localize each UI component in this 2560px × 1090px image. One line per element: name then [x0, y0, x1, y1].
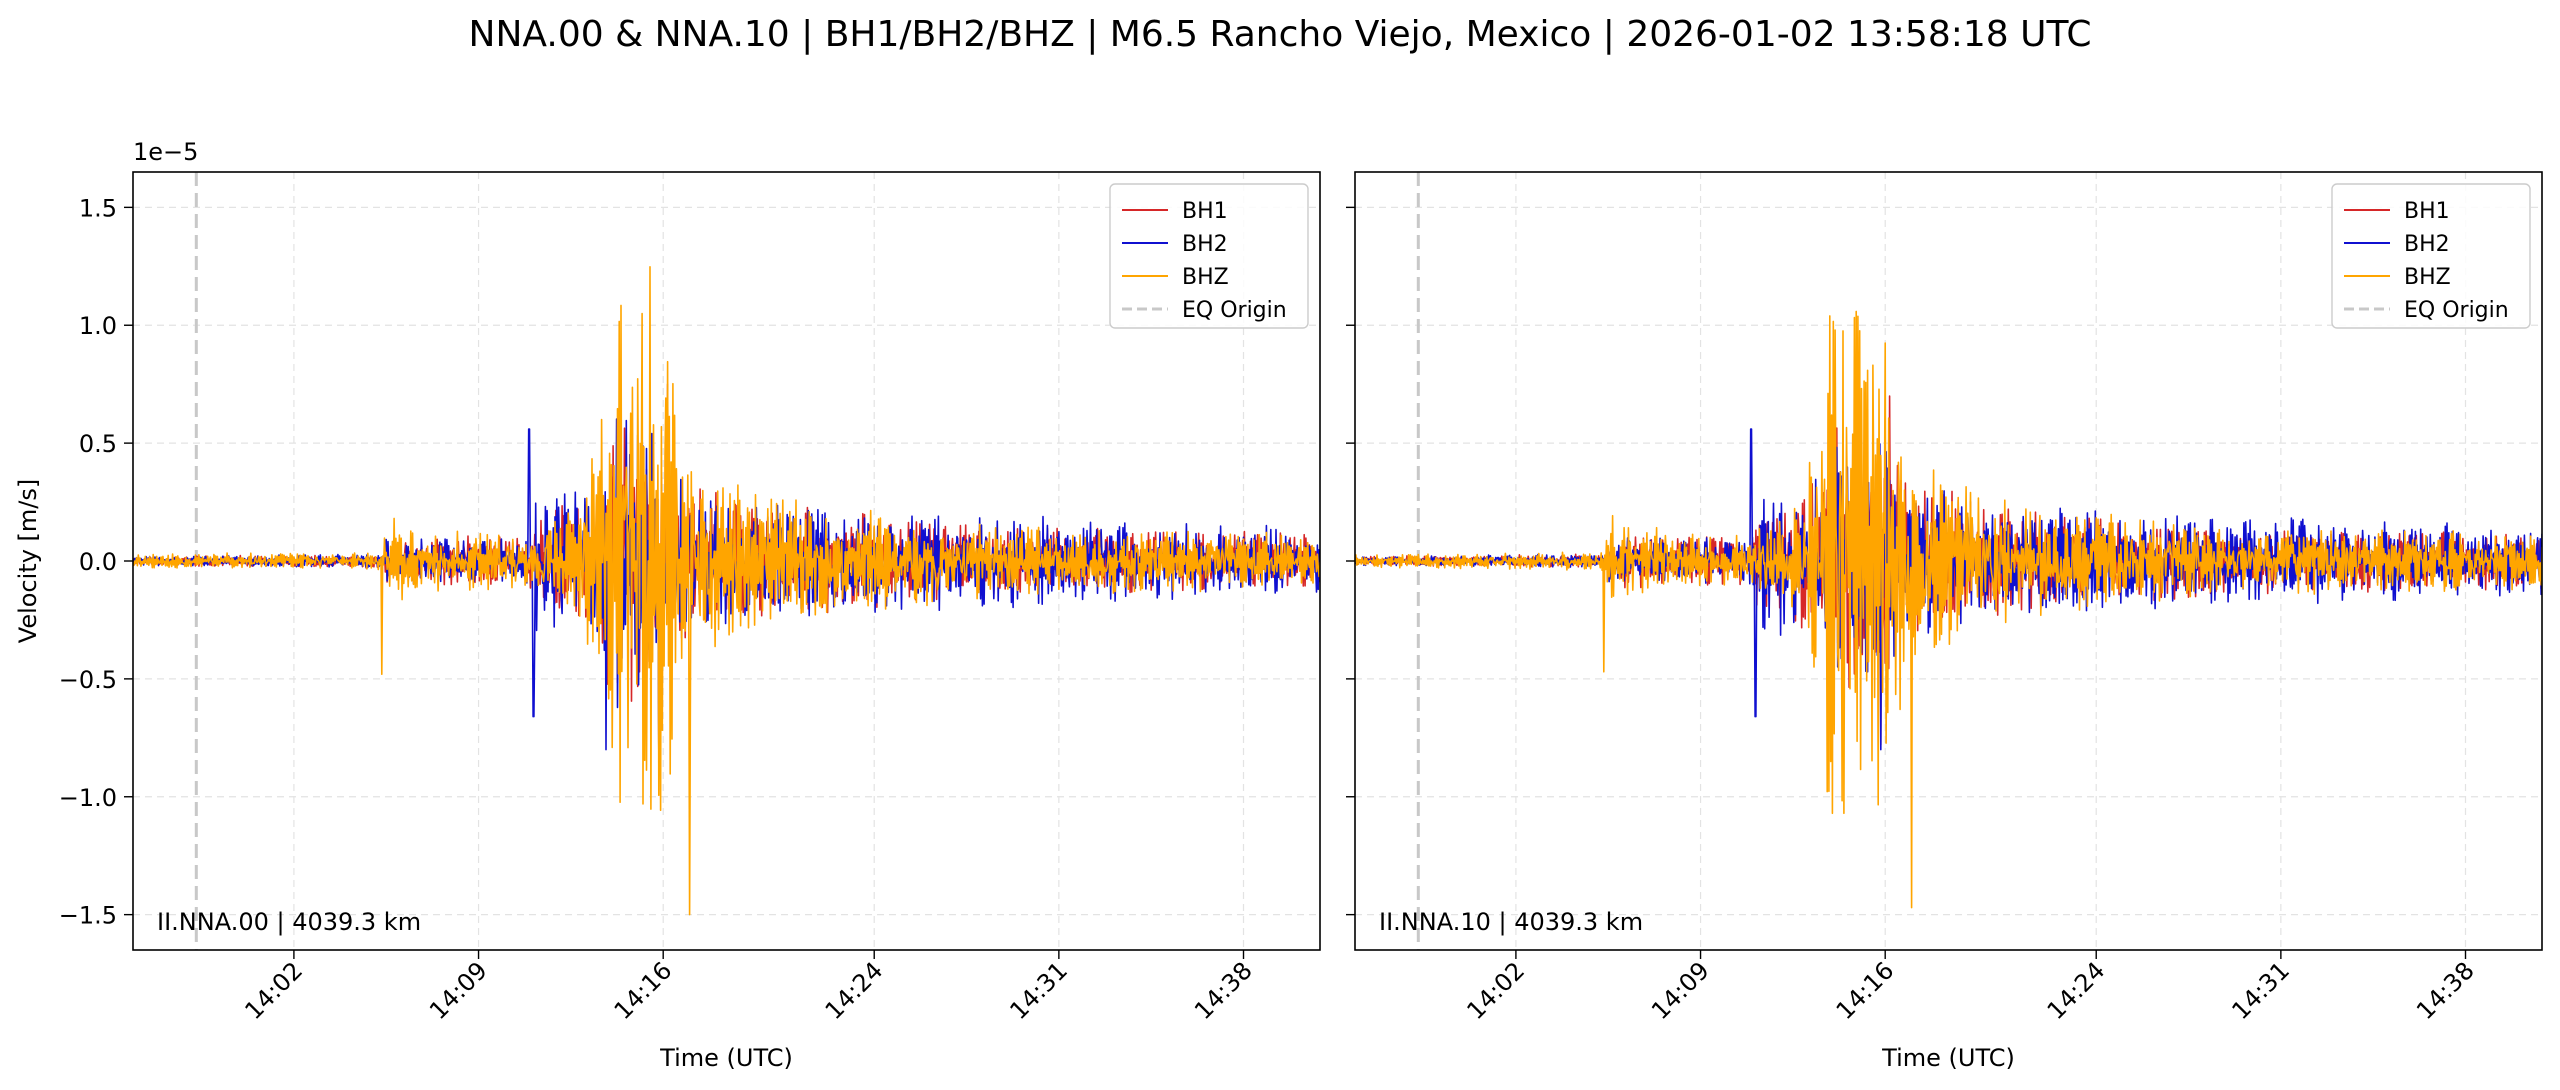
legend-entry: BHZ: [1182, 265, 1229, 290]
legend-entry: BH2: [1182, 232, 1228, 257]
x-tick-label: 14:38: [1189, 956, 1258, 1025]
y-tick-label: 1.0: [79, 312, 117, 340]
x-axis-label: Time (UTC): [1881, 1044, 2015, 1072]
y-tick-label: 0.5: [79, 430, 117, 458]
y-axis-label: Velocity [m/s]: [14, 479, 42, 643]
legend: BH1 BH2 BHZ EQ Origin: [2331, 183, 2531, 329]
y-tick-label: 1.5: [79, 194, 117, 222]
legend-box: [2331, 183, 2531, 329]
station-label: II.NNA.10 | 4039.3 km: [1379, 908, 1643, 936]
right-panel: 14:02 14:09 14:16 14:24 14:31 14:38 Time (UTC)…: [1346, 171, 2543, 1072]
legend-entry: BH1: [2404, 199, 2450, 224]
x-tick-label: 14:31: [2226, 956, 2295, 1025]
y-tick-label: −1.5: [59, 902, 117, 930]
x-tick-label: 14:02: [1461, 956, 1530, 1025]
figure-title: NNA.00 & NNA.10 | BH1/BH2/BHZ | M6.5 Ran…: [469, 14, 2092, 55]
x-tick-label: 14:16: [609, 956, 678, 1025]
y-tick-label: −1.0: [59, 784, 117, 812]
legend-box: [1109, 183, 1309, 329]
left-panel: 14:02 14:09 14:16 14:24 14:31 14:38 −1.5 −1.0 −0…: [14, 138, 1321, 1072]
legend-entry: BH2: [2404, 232, 2450, 257]
x-tick-label: 14:31: [1004, 956, 1073, 1025]
series-bhz-line: [133, 265, 1320, 916]
x-tick-label: 14:09: [1646, 956, 1715, 1025]
y-offset-label: 1e−5: [133, 138, 198, 166]
traces: [133, 265, 1320, 916]
series-bhz-line: [1355, 310, 2542, 909]
legend-entry: EQ Origin: [2404, 298, 2509, 323]
x-tick-label: 14:24: [820, 956, 889, 1025]
legend-entry: BHZ: [2404, 265, 2451, 290]
x-tick-label: 14:09: [424, 956, 493, 1025]
legend: BH1 BH2 BHZ EQ Origin: [1109, 183, 1309, 329]
x-tick-label: 14:02: [239, 956, 308, 1025]
x-tick-label: 14:16: [1831, 956, 1900, 1025]
y-tick-label: −0.5: [59, 666, 117, 694]
x-tick-label: 14:38: [2411, 956, 2480, 1025]
legend-entry: BH1: [1182, 199, 1228, 224]
x-tick-label: 14:24: [2042, 956, 2111, 1025]
y-tick-label: 0.0: [79, 548, 117, 576]
legend-entry: EQ Origin: [1182, 298, 1287, 323]
station-label: II.NNA.00 | 4039.3 km: [157, 908, 421, 936]
traces: [1355, 310, 2542, 909]
x-axis-label: Time (UTC): [659, 1044, 793, 1072]
